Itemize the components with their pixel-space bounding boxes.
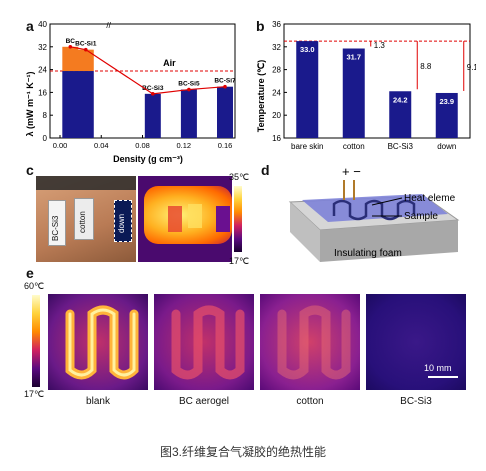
thermal-bc-si3: 10 mm	[366, 294, 466, 390]
panel-label-b: b	[256, 18, 265, 34]
chart-b-value-label: 33.0	[300, 45, 315, 54]
chart-a-axis-break: //	[106, 21, 111, 30]
figure-caption: 图3.纤维复合气凝胶的绝热性能	[159, 445, 326, 459]
chart-a-ytick-label: 16	[38, 88, 47, 97]
chart-a-bar-upper	[62, 46, 79, 72]
chart-b-ylabel: Temperature (℃)	[256, 60, 266, 132]
chart-b-category-label: BC-Si3	[388, 142, 414, 151]
chart-b-value-label: 23.9	[439, 97, 454, 106]
chart-b-ytick-label: 16	[272, 134, 281, 143]
chart-b-bar	[342, 48, 365, 139]
chart-b-ytick-label: 28	[272, 66, 281, 75]
colorbar-c	[234, 186, 242, 252]
chart-b-bar	[389, 91, 412, 138]
arm-thermal-image	[138, 176, 232, 262]
chart-a-point	[223, 84, 227, 89]
panel-label-c: c	[26, 162, 34, 178]
chart-b-category-label: bare skin	[291, 142, 323, 151]
chart-a-bar	[217, 86, 233, 138]
chart-a-point-label: BC-Si1	[75, 41, 97, 48]
scale-min-c: 17℃	[229, 256, 250, 266]
chart-b-diff-label: 9.1	[467, 63, 476, 72]
chart-b-bar	[296, 41, 319, 138]
chart-a-bar-upper	[77, 49, 94, 72]
temperature-chart: Temperature (℃) 16 20 24 28 32 36 33.0 bare ski…	[256, 20, 476, 151]
chart-b-value-label: 31.7	[346, 53, 361, 62]
chart-a-bar-lower	[77, 71, 94, 138]
chart-b-ytick-label: 20	[272, 111, 281, 120]
sample-down: down	[114, 200, 132, 242]
panel-label-d: d	[261, 162, 270, 178]
heater-schematic: + − Heat eleme Sample Insulating foam	[288, 164, 460, 262]
chart-a-ytick-label: 24	[38, 66, 47, 75]
chart-a-point-label: BC-Si5	[178, 81, 200, 88]
chart-b-diff-label: 8.8	[420, 62, 432, 71]
chart-b-bar	[435, 92, 458, 138]
sample-cotton: cotton	[74, 198, 94, 240]
chart-a-ytick-label: 8	[43, 111, 48, 120]
chart-b-frame	[283, 23, 471, 139]
chart-a-xtick-label: 0.08	[135, 141, 150, 150]
thermal-blank	[48, 294, 148, 390]
chart-a-ytick-label: 32	[38, 43, 47, 52]
scale-bar-label: 10 mm	[424, 363, 452, 373]
thermal-bc-aerogel	[154, 294, 254, 390]
label-blank: blank	[86, 396, 110, 407]
thermal-conductivity-chart: λ (mW m⁻¹ K⁻¹) Density (g cm⁻³) 0 8 16 24 32…	[25, 20, 236, 164]
chart-a-xtick-label: 0.00	[53, 141, 68, 150]
panel-label-a: a	[26, 18, 34, 34]
chart-a-point	[83, 47, 88, 52]
chart-a-point-label: BC	[66, 38, 76, 45]
sample-bc-si3: BC-Si3	[48, 200, 66, 246]
scale-min-e: 17℃	[24, 389, 45, 399]
colorbar-e	[32, 295, 40, 387]
chart-a-point	[68, 45, 73, 49]
chart-b-ytick-label: 32	[272, 43, 281, 52]
heat-element-label: Heat eleme	[404, 193, 456, 204]
chart-a-xtick-label: 0.04	[94, 141, 109, 150]
chart-b-diff-label: 1.3	[374, 41, 386, 50]
chart-a-ytick-label: 40	[38, 20, 47, 29]
scale-max-c: 35℃	[229, 172, 250, 182]
label-cotton: cotton	[296, 396, 324, 407]
scale-max-e: 60℃	[24, 281, 45, 291]
chart-a-xtick-label: 0.12	[176, 141, 191, 150]
chart-b-ytick-label: 24	[272, 88, 281, 97]
chart-a-ytick-label: 0	[43, 134, 48, 143]
chart-a-point	[187, 87, 191, 92]
chart-a-bar	[144, 93, 161, 138]
chart-b-ytick-label: 36	[272, 20, 281, 29]
panel-label-e: e	[26, 265, 34, 281]
chart-a-xtick-label: 0.16	[218, 141, 233, 150]
chart-a-ylabel: λ (mW m⁻¹ K⁻¹)	[25, 72, 35, 137]
scale-bar	[428, 376, 458, 378]
chart-a-point-label: BC-Si7	[214, 78, 236, 85]
chart-a-point-label: BC-Si3	[142, 85, 164, 92]
chart-a-point	[151, 92, 155, 96]
thermal-cotton	[260, 294, 360, 390]
chart-a-bar	[180, 89, 197, 138]
chart-b-category-label: cotton	[343, 142, 365, 151]
label-bc-si3: BC-Si3	[400, 396, 432, 407]
chart-a-xlabel: Density (g cm⁻³)	[113, 154, 183, 164]
polarity-label: + −	[342, 164, 361, 179]
chart-a-annotation: Air	[163, 58, 176, 68]
chart-b-category-label: down	[437, 142, 456, 151]
chart-a-bar-lower	[62, 71, 79, 138]
arm-photo: BC-Si3 cotton down	[36, 176, 136, 262]
chart-b-value-label: 24.2	[393, 95, 408, 104]
foam-label: Insulating foam	[334, 248, 402, 259]
sample-label: Sample	[404, 211, 438, 222]
label-bc-aerogel: BC aerogel	[178, 396, 230, 407]
